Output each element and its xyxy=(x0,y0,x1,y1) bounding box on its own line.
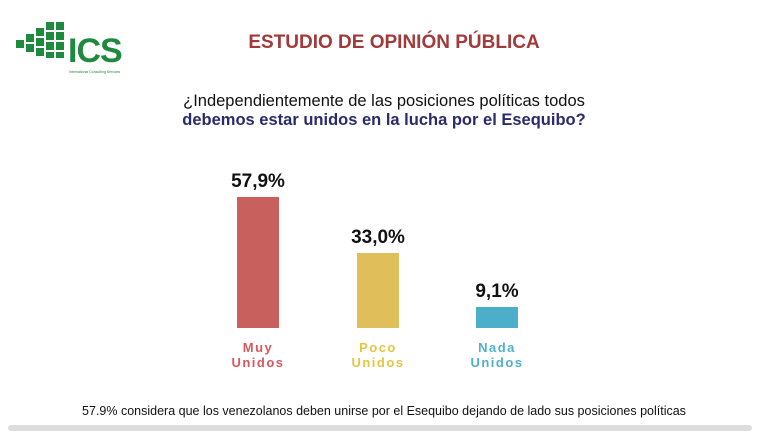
question-line-1: ¿Independientemente de las posiciones po… xyxy=(183,92,585,110)
category-label: Nada Unidos xyxy=(470,340,524,370)
ics-logo: ICS International Consulting Services xyxy=(16,20,123,74)
logo-text: ICS xyxy=(68,32,123,70)
bar-1 xyxy=(357,253,399,328)
data-label: 33,0% xyxy=(351,227,405,249)
bar-0 xyxy=(237,197,279,328)
logo-tagline: International Consulting Services xyxy=(69,70,121,74)
page-title: ESTUDIO DE OPINIÓN PÚBLICA xyxy=(248,32,540,53)
horizontal-scrollbar[interactable] xyxy=(8,425,752,431)
data-label: 57,9% xyxy=(231,171,285,192)
logo-cubes-icon xyxy=(16,22,64,58)
category-label: Poco Unidos xyxy=(351,340,405,370)
bar-2 xyxy=(476,307,518,328)
data-label: 9,1% xyxy=(475,281,519,303)
question-line-2: debemos estar unidos en la lucha por el … xyxy=(182,111,586,129)
category-label: Muy Unidos xyxy=(231,340,285,370)
footer-note: 57.9% considera que los venezolanos debe… xyxy=(82,404,686,418)
